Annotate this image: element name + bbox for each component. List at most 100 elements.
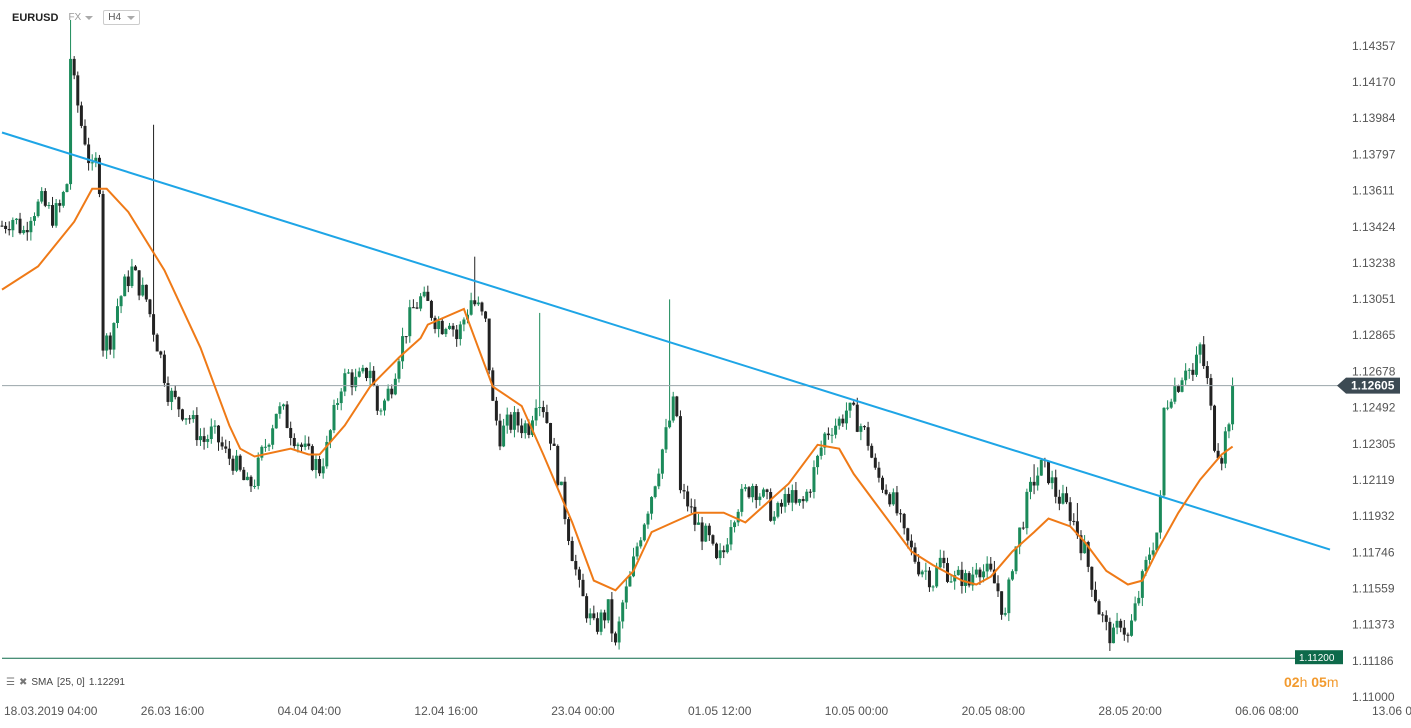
candle-body bbox=[112, 323, 116, 350]
candle-body bbox=[758, 496, 762, 501]
candle-body bbox=[675, 396, 679, 417]
candle-body bbox=[83, 125, 87, 145]
market-selector[interactable]: FX bbox=[68, 12, 94, 23]
candle-body bbox=[790, 490, 794, 503]
candle-body bbox=[534, 407, 538, 421]
candle-body bbox=[1072, 520, 1076, 522]
y-tick-label: 1.12678 bbox=[1352, 364, 1396, 378]
candle-body bbox=[992, 569, 996, 584]
candle-body bbox=[552, 443, 556, 446]
candle-body bbox=[256, 457, 260, 486]
candle-body bbox=[476, 302, 480, 305]
candle-body bbox=[426, 291, 430, 301]
candle-body bbox=[808, 491, 812, 493]
candle-body bbox=[549, 422, 553, 444]
candle-body bbox=[1093, 589, 1097, 602]
candle-body bbox=[837, 418, 841, 426]
candle-body bbox=[570, 540, 574, 561]
candle-body bbox=[61, 191, 65, 206]
candle-body bbox=[43, 191, 47, 206]
indicator-value: 1.12291 bbox=[88, 677, 125, 688]
candle-body bbox=[65, 184, 69, 192]
candle-body bbox=[1032, 481, 1036, 486]
candle-body bbox=[1126, 634, 1130, 636]
candle-body bbox=[1130, 620, 1134, 636]
candle-body bbox=[285, 404, 289, 428]
candle-body bbox=[152, 314, 156, 335]
candle-body bbox=[530, 420, 534, 435]
candle-body bbox=[357, 371, 361, 377]
candle-body bbox=[213, 425, 217, 427]
candle-body bbox=[462, 319, 466, 325]
support-level-label: 1.11200 bbox=[1299, 653, 1335, 664]
settings-icon[interactable]: ☰ bbox=[6, 677, 15, 688]
candle-body bbox=[974, 569, 978, 575]
candle-body bbox=[480, 302, 484, 312]
candle-body bbox=[141, 284, 145, 296]
candle-body bbox=[458, 324, 462, 340]
candle-body bbox=[415, 307, 419, 309]
candle-body bbox=[559, 481, 563, 486]
candle-body bbox=[177, 397, 181, 410]
candle-body bbox=[87, 144, 91, 164]
candle-body bbox=[657, 473, 661, 487]
candle-body bbox=[927, 570, 931, 588]
close-icon[interactable]: ✖ bbox=[18, 677, 28, 688]
candle-body bbox=[502, 425, 506, 447]
timeframe-label: H4 bbox=[108, 12, 122, 23]
candle-body bbox=[678, 416, 682, 491]
candle-body bbox=[1213, 405, 1217, 451]
y-tick-label: 1.12492 bbox=[1352, 401, 1396, 415]
minutes-unit: m bbox=[1326, 674, 1339, 690]
candle-body bbox=[198, 436, 202, 441]
candle-body bbox=[1111, 627, 1115, 644]
candle-body bbox=[505, 414, 509, 426]
candle-body bbox=[386, 388, 390, 401]
candle-body bbox=[556, 445, 560, 486]
candle-body bbox=[184, 418, 188, 420]
candle-body bbox=[769, 492, 773, 521]
candle-body bbox=[747, 487, 751, 498]
candle-body bbox=[523, 423, 527, 434]
candle-body bbox=[447, 325, 451, 329]
candle-body bbox=[971, 574, 975, 586]
candle-body bbox=[498, 420, 502, 447]
candle-body bbox=[823, 433, 827, 448]
candle-body bbox=[180, 409, 184, 420]
candle-body bbox=[40, 191, 44, 202]
candle-body bbox=[978, 569, 982, 578]
candle-body bbox=[581, 579, 585, 597]
candle-body bbox=[206, 439, 210, 442]
candle-body bbox=[393, 378, 397, 395]
candle-body bbox=[58, 203, 62, 206]
candle-body bbox=[440, 320, 444, 335]
candle-body bbox=[567, 519, 571, 541]
symbol-label[interactable]: EURUSD bbox=[12, 11, 59, 24]
x-tick-label: 26.03 16:00 bbox=[141, 704, 205, 718]
y-tick-label: 1.11373 bbox=[1352, 618, 1395, 632]
current-price-label: 1.12605 bbox=[1351, 379, 1395, 393]
candle-body bbox=[650, 497, 654, 514]
candle-body bbox=[267, 444, 271, 447]
y-tick-label: 1.12865 bbox=[1352, 328, 1396, 342]
candle-body bbox=[718, 550, 722, 559]
candle-body bbox=[1097, 601, 1101, 615]
candle-body bbox=[819, 447, 823, 456]
candle-body bbox=[235, 455, 239, 471]
candle-body bbox=[787, 493, 791, 503]
candle-body bbox=[217, 425, 221, 443]
candle-body bbox=[1133, 603, 1137, 621]
candle-body bbox=[1155, 532, 1159, 551]
candle-body bbox=[390, 388, 394, 395]
candle-body bbox=[242, 469, 246, 481]
timeframe-selector[interactable]: H4 bbox=[103, 10, 141, 25]
y-tick-label: 1.12305 bbox=[1352, 437, 1396, 451]
candle-body bbox=[751, 485, 755, 498]
candle-body bbox=[383, 400, 387, 411]
candle-body bbox=[487, 318, 491, 371]
candle-body bbox=[101, 194, 105, 351]
candle-body bbox=[7, 228, 11, 231]
candle-body bbox=[1104, 615, 1108, 622]
trendline bbox=[1, 131, 1331, 551]
